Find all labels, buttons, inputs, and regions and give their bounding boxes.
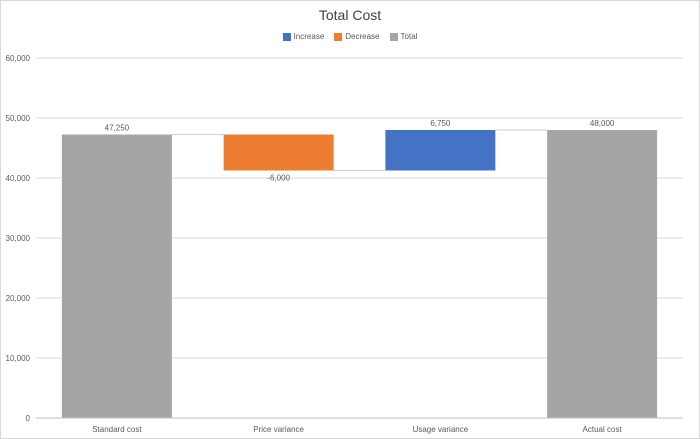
bar-total bbox=[547, 130, 658, 418]
bar-total bbox=[61, 134, 172, 418]
data-label: 48,000 bbox=[590, 119, 615, 128]
legend-item-increase: Increase bbox=[282, 32, 325, 41]
legend-item-total: Total bbox=[389, 32, 418, 41]
y-tick-label: 10,000 bbox=[6, 354, 31, 363]
data-label: 6,750 bbox=[430, 119, 451, 128]
data-label: 47,250 bbox=[105, 124, 130, 133]
y-tick-label: 30,000 bbox=[6, 234, 31, 243]
legend-swatch-increase bbox=[282, 32, 291, 41]
y-tick-label: 20,000 bbox=[6, 294, 31, 303]
y-tick-label: 60,000 bbox=[6, 54, 31, 63]
chart-title: Total Cost bbox=[318, 7, 382, 23]
x-tick-label: Actual cost bbox=[583, 425, 623, 434]
legend-swatch-total bbox=[389, 32, 398, 41]
legend-label-total: Total bbox=[400, 32, 418, 41]
data-label: -6,000 bbox=[267, 174, 290, 183]
legend-label-decrease: Decrease bbox=[345, 32, 380, 41]
legend-swatch-decrease bbox=[334, 32, 343, 41]
legend-label-increase: Increase bbox=[293, 32, 325, 41]
bar-decrease bbox=[223, 134, 334, 171]
x-tick-label: Standard cost bbox=[92, 425, 142, 434]
y-tick-label: 40,000 bbox=[6, 174, 31, 183]
y-tick-label: 0 bbox=[26, 414, 31, 423]
chart-legend: Increase Decrease Total bbox=[1, 32, 699, 41]
x-tick-label: Price variance bbox=[253, 425, 304, 434]
bar-increase bbox=[385, 130, 496, 171]
legend-item-decrease: Decrease bbox=[334, 32, 380, 41]
x-tick-label: Usage variance bbox=[413, 425, 469, 434]
y-tick-label: 50,000 bbox=[6, 114, 31, 123]
